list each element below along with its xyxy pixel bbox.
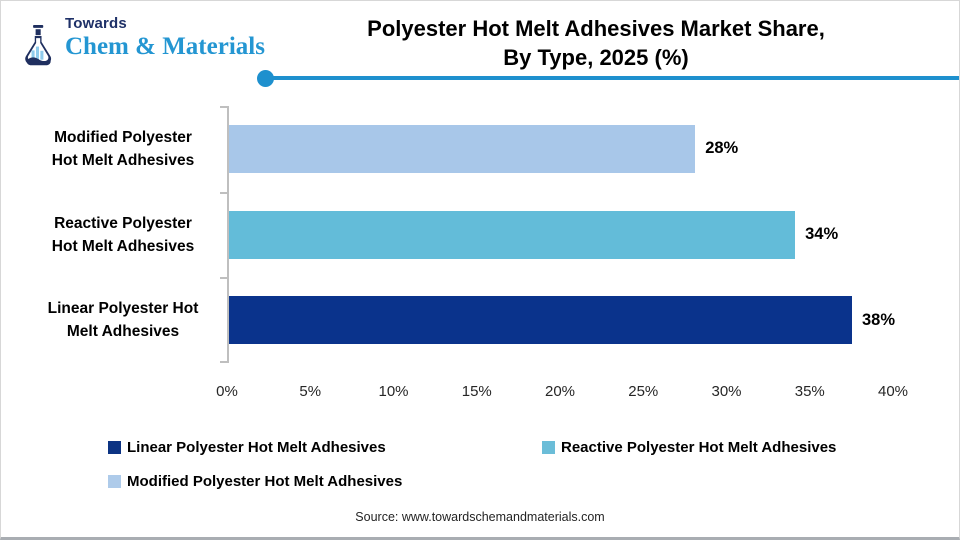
brand-logo: Towards Chem & Materials [17, 15, 265, 71]
legend-swatch-icon [108, 441, 121, 454]
category-label: Linear Polyester Hot Melt Adhesives [27, 297, 219, 343]
bar-value-label: 38% [861, 310, 895, 329]
legend-item: Reactive Polyester Hot Melt Adhesives [542, 439, 836, 456]
category-label-line: Reactive Polyester [54, 214, 192, 232]
legend-label: Reactive Polyester Hot Melt Adhesives [561, 439, 837, 456]
bar-linear-polyester-hot-melt-adhesives [229, 296, 852, 345]
y-axis-tick [220, 191, 227, 194]
bar-row: 38% [229, 296, 895, 345]
x-axis-tick-label: 10% [378, 383, 409, 400]
source-note: Source: www.towardschemandmaterials.com [355, 510, 605, 524]
brand-name-top: Towards [65, 15, 127, 32]
category-axis-labels: Modified Polyester Hot Melt Adhesives Reac… [27, 106, 219, 363]
title-underline [257, 70, 959, 87]
bar-value-label: 28% [705, 139, 739, 158]
brand-name-bottom: Chem & Materials [65, 33, 265, 60]
chart-title-line1: Polyester Hot Melt Adhesives Market Shar… [367, 16, 825, 41]
category-label-line: Hot Melt Adhesives [51, 237, 195, 255]
plot-area: 28% 34% 38% [220, 106, 895, 363]
x-axis-tick-label: 5% [299, 383, 322, 400]
bar-modified-polyester-hot-melt-adhesives [229, 124, 696, 173]
brand-logo-text: Towards Chem & Materials [65, 15, 265, 61]
x-axis-tick-label: 25% [628, 383, 659, 400]
x-axis-tick-label: 15% [461, 383, 492, 400]
legend-item: Linear Polyester Hot Melt Adhesives [108, 439, 386, 456]
accent-dot-icon [257, 70, 274, 87]
chart-title: Polyester Hot Melt Adhesives Market Shar… [251, 14, 941, 72]
category-label-line: Hot Melt Adhesives [51, 151, 195, 169]
x-axis-tick-label: 20% [544, 383, 576, 400]
bar-row: 34% [229, 210, 895, 259]
category-label-line: Linear Polyester Hot [47, 300, 199, 318]
y-axis-tick [220, 277, 227, 280]
x-axis: 0% 5% 10% 15% 20% 25% 30% 35% 40% [216, 383, 908, 403]
chart-title-line2: By Type, 2025 (%) [503, 45, 689, 70]
bar-reactive-polyester-hot-melt-adhesives [229, 210, 796, 259]
category-label-line: Modified Polyester [54, 128, 192, 146]
legend-swatch-icon [108, 475, 121, 488]
x-axis-tick-label: 30% [711, 383, 742, 400]
flask-icon [25, 25, 52, 66]
category-label-line: Melt Adhesives [66, 323, 180, 341]
category-label: Modified Polyester Hot Melt Adhesives [27, 126, 219, 172]
legend-label: Linear Polyester Hot Melt Adhesives [127, 439, 386, 456]
legend-label: Modified Polyester Hot Melt Adhesives [127, 473, 403, 490]
legend-swatch-icon [542, 441, 555, 454]
x-axis-tick-label: 35% [794, 383, 825, 400]
bar-row: 28% [229, 124, 895, 173]
legend-item: Modified Polyester Hot Melt Adhesives [108, 473, 402, 490]
x-axis-tick-label: 40% [877, 383, 909, 400]
category-label: Reactive Polyester Hot Melt Adhesives [27, 212, 219, 258]
y-axis-tick [220, 106, 227, 108]
y-axis-tick [220, 361, 227, 363]
x-axis-tick-label: 0% [216, 383, 238, 400]
bar-value-label: 34% [805, 225, 839, 243]
